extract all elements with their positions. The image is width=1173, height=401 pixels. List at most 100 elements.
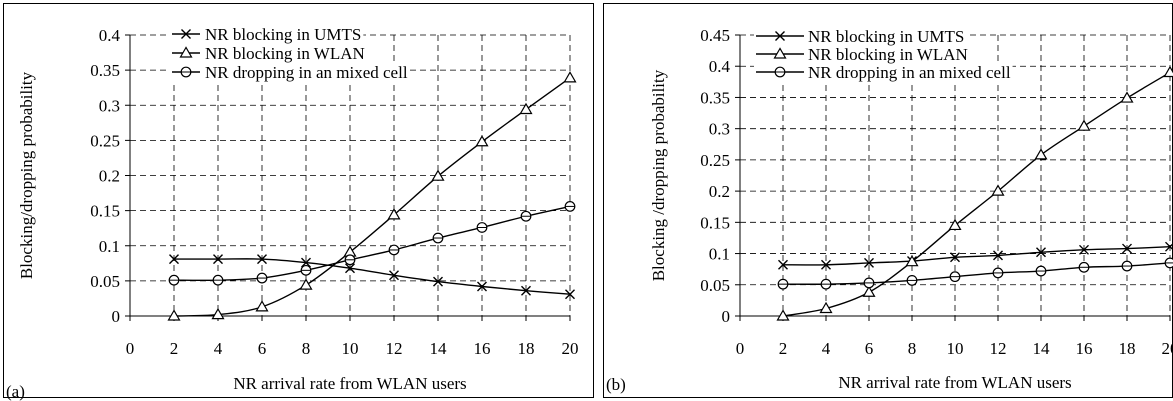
data-point	[820, 278, 832, 290]
data-point	[777, 278, 789, 290]
data-point	[168, 274, 180, 286]
data-point	[776, 309, 790, 321]
panel-label: (a)	[6, 382, 25, 401]
series-line	[782, 262, 1171, 285]
data-point	[1077, 119, 1091, 131]
series-line	[782, 71, 1171, 317]
data-point	[563, 71, 577, 83]
y-tick-label: 0.05	[90, 272, 120, 291]
x-tick-label: 2	[170, 339, 179, 358]
data-point	[778, 259, 788, 270]
legend-marker	[181, 29, 191, 39]
y-tick-label: 0.2	[99, 167, 120, 186]
series-x	[169, 254, 575, 300]
x-tick-label: 0	[126, 339, 135, 358]
x-tick-label: 16	[1076, 339, 1093, 358]
y-tick-label: 0	[112, 307, 121, 326]
data-point	[1034, 148, 1048, 160]
data-point	[344, 254, 356, 266]
panel-label: (b)	[606, 375, 626, 394]
chart-panel-2: 0 0.05 0.1 0.15 0.2 0.25 0.3 0.35 0.4 0.45 0 2 4 6 8 10…	[603, 3, 1173, 398]
y-tick-label: 0	[722, 307, 731, 326]
data-point	[1079, 244, 1089, 255]
x-axis-title: NR arrival rate from WLAN users	[233, 374, 466, 393]
series-line	[173, 77, 571, 317]
x-tick-label: 8	[908, 339, 917, 358]
data-point	[477, 281, 487, 292]
x-tick-label: 12	[990, 339, 1007, 358]
data-point	[819, 301, 833, 314]
data-point	[257, 254, 267, 265]
series-line	[782, 245, 1171, 266]
x-tick-label: 6	[865, 339, 874, 358]
y-axis-title: Blocking/dropping probability	[17, 71, 36, 279]
data-point	[519, 102, 533, 115]
y-tick-label: 0.3	[709, 120, 730, 139]
data-point	[255, 300, 269, 312]
data-point	[475, 135, 489, 147]
data-point	[345, 263, 355, 274]
data-point	[905, 254, 919, 267]
x-tick-label: 2	[779, 339, 788, 358]
data-point	[565, 289, 575, 300]
legend-marker	[180, 66, 192, 78]
legend-marker	[775, 31, 785, 41]
legend-label: NR dropping in an mixed cell	[205, 63, 408, 82]
x-axis-title: NR arrival rate from WLAN users	[838, 373, 1071, 392]
data-point	[388, 244, 400, 256]
x-tick-label: 16	[474, 339, 491, 358]
x-tick-label: 4	[214, 339, 223, 358]
data-point	[212, 274, 224, 286]
series-x	[778, 241, 1173, 270]
x-tick-label: 12	[386, 339, 403, 358]
data-point	[256, 272, 268, 284]
data-point	[1122, 243, 1132, 254]
data-point	[862, 285, 876, 297]
data-point	[821, 259, 831, 270]
data-point	[950, 252, 960, 263]
data-point	[387, 208, 401, 220]
x-tick-label: 20	[562, 339, 579, 358]
series-line	[173, 205, 571, 282]
data-point	[433, 276, 443, 287]
x-tick-label: 10	[947, 339, 964, 358]
y-tick-label: 0.05	[700, 276, 730, 295]
y-tick-label: 0.25	[700, 151, 730, 170]
data-point	[431, 169, 445, 181]
data-point	[864, 257, 874, 268]
legend-label: NR dropping in an mixed cell	[808, 63, 1011, 82]
data-point	[169, 254, 179, 265]
data-point	[1078, 261, 1090, 273]
y-tick-label: 0.35	[90, 61, 120, 80]
x-tick-label: 4	[822, 339, 831, 358]
legend-marker	[774, 66, 786, 78]
data-point	[949, 271, 961, 283]
data-point	[167, 309, 181, 321]
panel-frame	[3, 3, 594, 398]
data-point	[520, 210, 532, 222]
y-tick-label: 0.2	[709, 182, 730, 201]
series-triangle	[167, 71, 577, 321]
legend-label: NR blocking in WLAN	[808, 45, 968, 64]
series-line	[173, 258, 571, 295]
data-point	[1165, 241, 1173, 252]
x-tick-label: 14	[1033, 339, 1051, 358]
data-point	[211, 307, 225, 320]
legend-marker	[179, 46, 193, 58]
data-point	[300, 264, 312, 276]
y-tick-label: 0.45	[700, 26, 730, 45]
legend-marker	[773, 47, 787, 59]
x-tick-label: 10	[342, 339, 359, 358]
y-tick-label: 0.4	[99, 26, 121, 45]
data-point	[1120, 91, 1134, 103]
y-tick-label: 0.4	[709, 57, 731, 76]
data-point	[992, 267, 1004, 279]
chart-panel-1: 0 0.05 0.1 0.15 0.2 0.25 0.3 0.35 0.4 0 2 4 6 8 10 12 14…	[3, 3, 594, 401]
data-point	[564, 201, 576, 212]
y-tick-label: 0.3	[99, 96, 120, 115]
data-point	[389, 270, 399, 281]
series-circle	[168, 201, 576, 286]
